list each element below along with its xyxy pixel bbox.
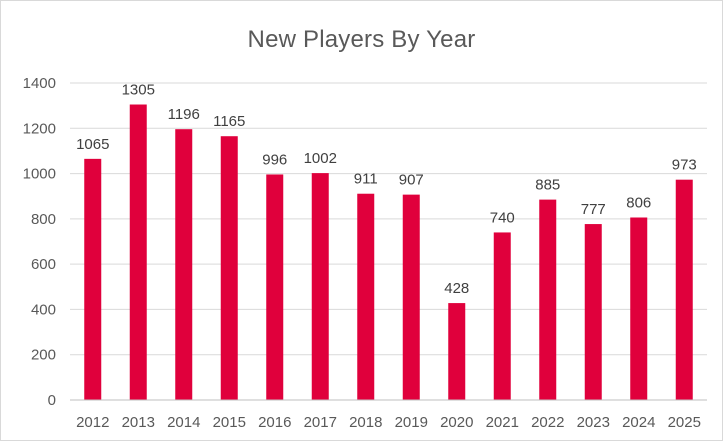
x-tick-label-2024: 2024 — [622, 414, 655, 431]
y-tick-label-1200: 1200 — [23, 120, 56, 137]
y-tick-label-200: 200 — [31, 347, 56, 364]
x-tick-label-2022: 2022 — [531, 414, 564, 431]
y-tick-label-0: 0 — [48, 392, 56, 409]
data-label-2020: 428 — [444, 280, 469, 297]
data-label-2016: 996 — [262, 151, 287, 168]
data-label-2015: 1165 — [213, 113, 245, 130]
data-label-2018: 911 — [354, 171, 378, 188]
data-label-2025: 973 — [672, 157, 697, 174]
bar-2019 — [402, 194, 420, 400]
bar-2020 — [448, 303, 466, 400]
data-label-2023: 777 — [581, 201, 606, 218]
bar-2018 — [357, 193, 375, 400]
bar-2024 — [630, 217, 648, 400]
bar-2022 — [539, 199, 557, 400]
data-label-2021: 740 — [490, 209, 515, 226]
x-tick-label-2019: 2019 — [395, 414, 428, 431]
x-tick-label-2014: 2014 — [167, 414, 200, 431]
bar-2016 — [266, 174, 284, 400]
data-label-2022: 885 — [535, 177, 560, 194]
bar-2012 — [84, 158, 102, 400]
data-label-2017: 1002 — [304, 150, 337, 167]
y-tick-label-1000: 1000 — [23, 166, 56, 183]
data-label-2019: 907 — [399, 172, 424, 189]
bar-2017 — [311, 173, 329, 400]
x-tick-label-2023: 2023 — [577, 414, 610, 431]
bar-2023 — [584, 224, 602, 400]
y-tick-label-1400: 1400 — [23, 75, 56, 92]
bar-2013 — [129, 104, 147, 400]
x-tick-label-2018: 2018 — [349, 414, 382, 431]
x-tick-label-2016: 2016 — [258, 414, 291, 431]
x-tick-label-2015: 2015 — [213, 414, 246, 431]
y-tick-label-400: 400 — [31, 301, 56, 318]
data-label-2013: 1305 — [122, 82, 155, 99]
bar-2021 — [493, 232, 511, 400]
bar-2014 — [175, 129, 193, 401]
data-label-2012: 1065 — [76, 136, 109, 153]
y-tick-label-600: 600 — [31, 256, 56, 273]
labels: 0 200 400 600 800 1000 1200 1400 1065 2012 1305 201… — [23, 75, 701, 431]
bar-2025 — [675, 179, 693, 400]
x-tick-label-2025: 2025 — [668, 414, 701, 431]
gridlines — [70, 82, 707, 356]
y-tick-label-800: 800 — [31, 211, 56, 228]
data-label-2024: 806 — [626, 194, 651, 211]
x-tick-label-2017: 2017 — [304, 414, 337, 431]
data-label-2014: 1196 — [168, 106, 200, 123]
x-tick-label-2020: 2020 — [440, 414, 473, 431]
x-tick-label-2012: 2012 — [76, 414, 109, 431]
bar-2015 — [220, 136, 238, 401]
x-tick-label-2013: 2013 — [122, 414, 155, 431]
bars — [84, 104, 693, 401]
x-tick-label-2021: 2021 — [486, 414, 519, 431]
chart-title: New Players By Year — [247, 26, 476, 53]
